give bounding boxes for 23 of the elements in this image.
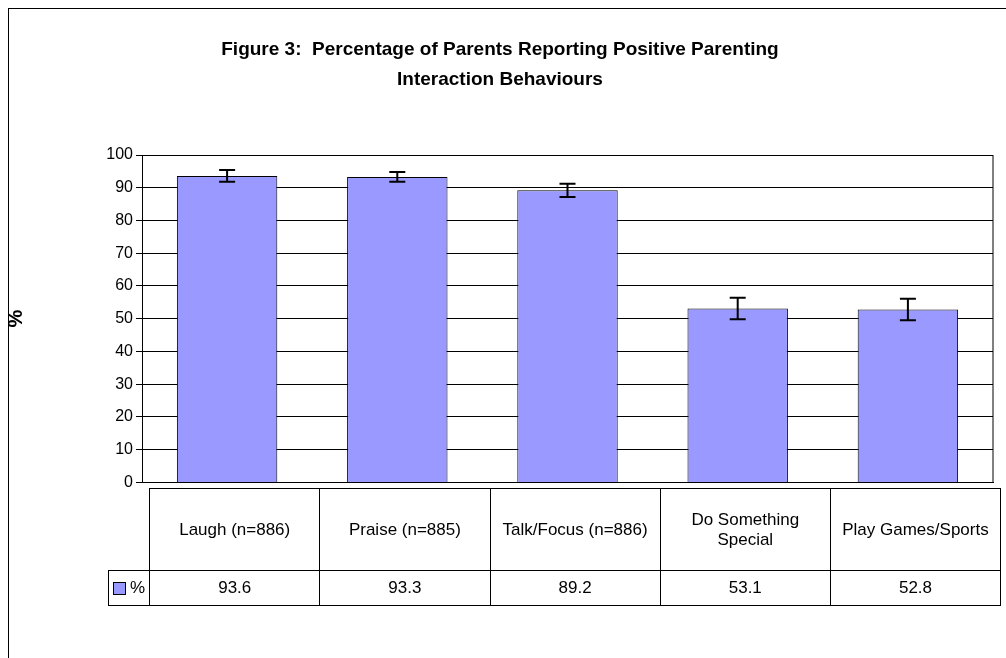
y-tick-label: 30 [115,374,134,392]
data-label: 93.6 [149,570,320,606]
y-tick-label: 100 [106,145,134,163]
data-label: 93.3 [319,570,490,606]
legend-label: % [130,578,146,597]
y-tick-label: 90 [115,178,134,196]
y-tick-label: 0 [124,472,134,490]
y-tick-label: 20 [115,407,134,425]
data-label: 89.2 [490,570,661,606]
y-tick-label: 60 [115,276,134,294]
y-tick-label: 40 [115,341,134,359]
y-tick-label: 70 [115,243,134,261]
chart-title: Figure 3: Percentage of Parents Reporting Positive Parenting Interaction Behaviours [220,37,780,91]
y-tick-label: 80 [115,210,134,228]
y-tick-label: 10 [115,440,134,458]
x-tick-label: Talk/Focus (n=886) [490,488,661,571]
x-tick-label: Laugh (n=886) [149,488,320,571]
data-label: 53.1 [660,570,831,606]
x-tick-label: Play Games/Sports [830,488,1001,571]
y-tick-label: 50 [115,309,134,327]
x-tick-label: Do Something Special [660,488,831,571]
x-tick-label: Praise (n=885) [319,488,490,571]
data-label: 52.8 [830,570,1001,606]
